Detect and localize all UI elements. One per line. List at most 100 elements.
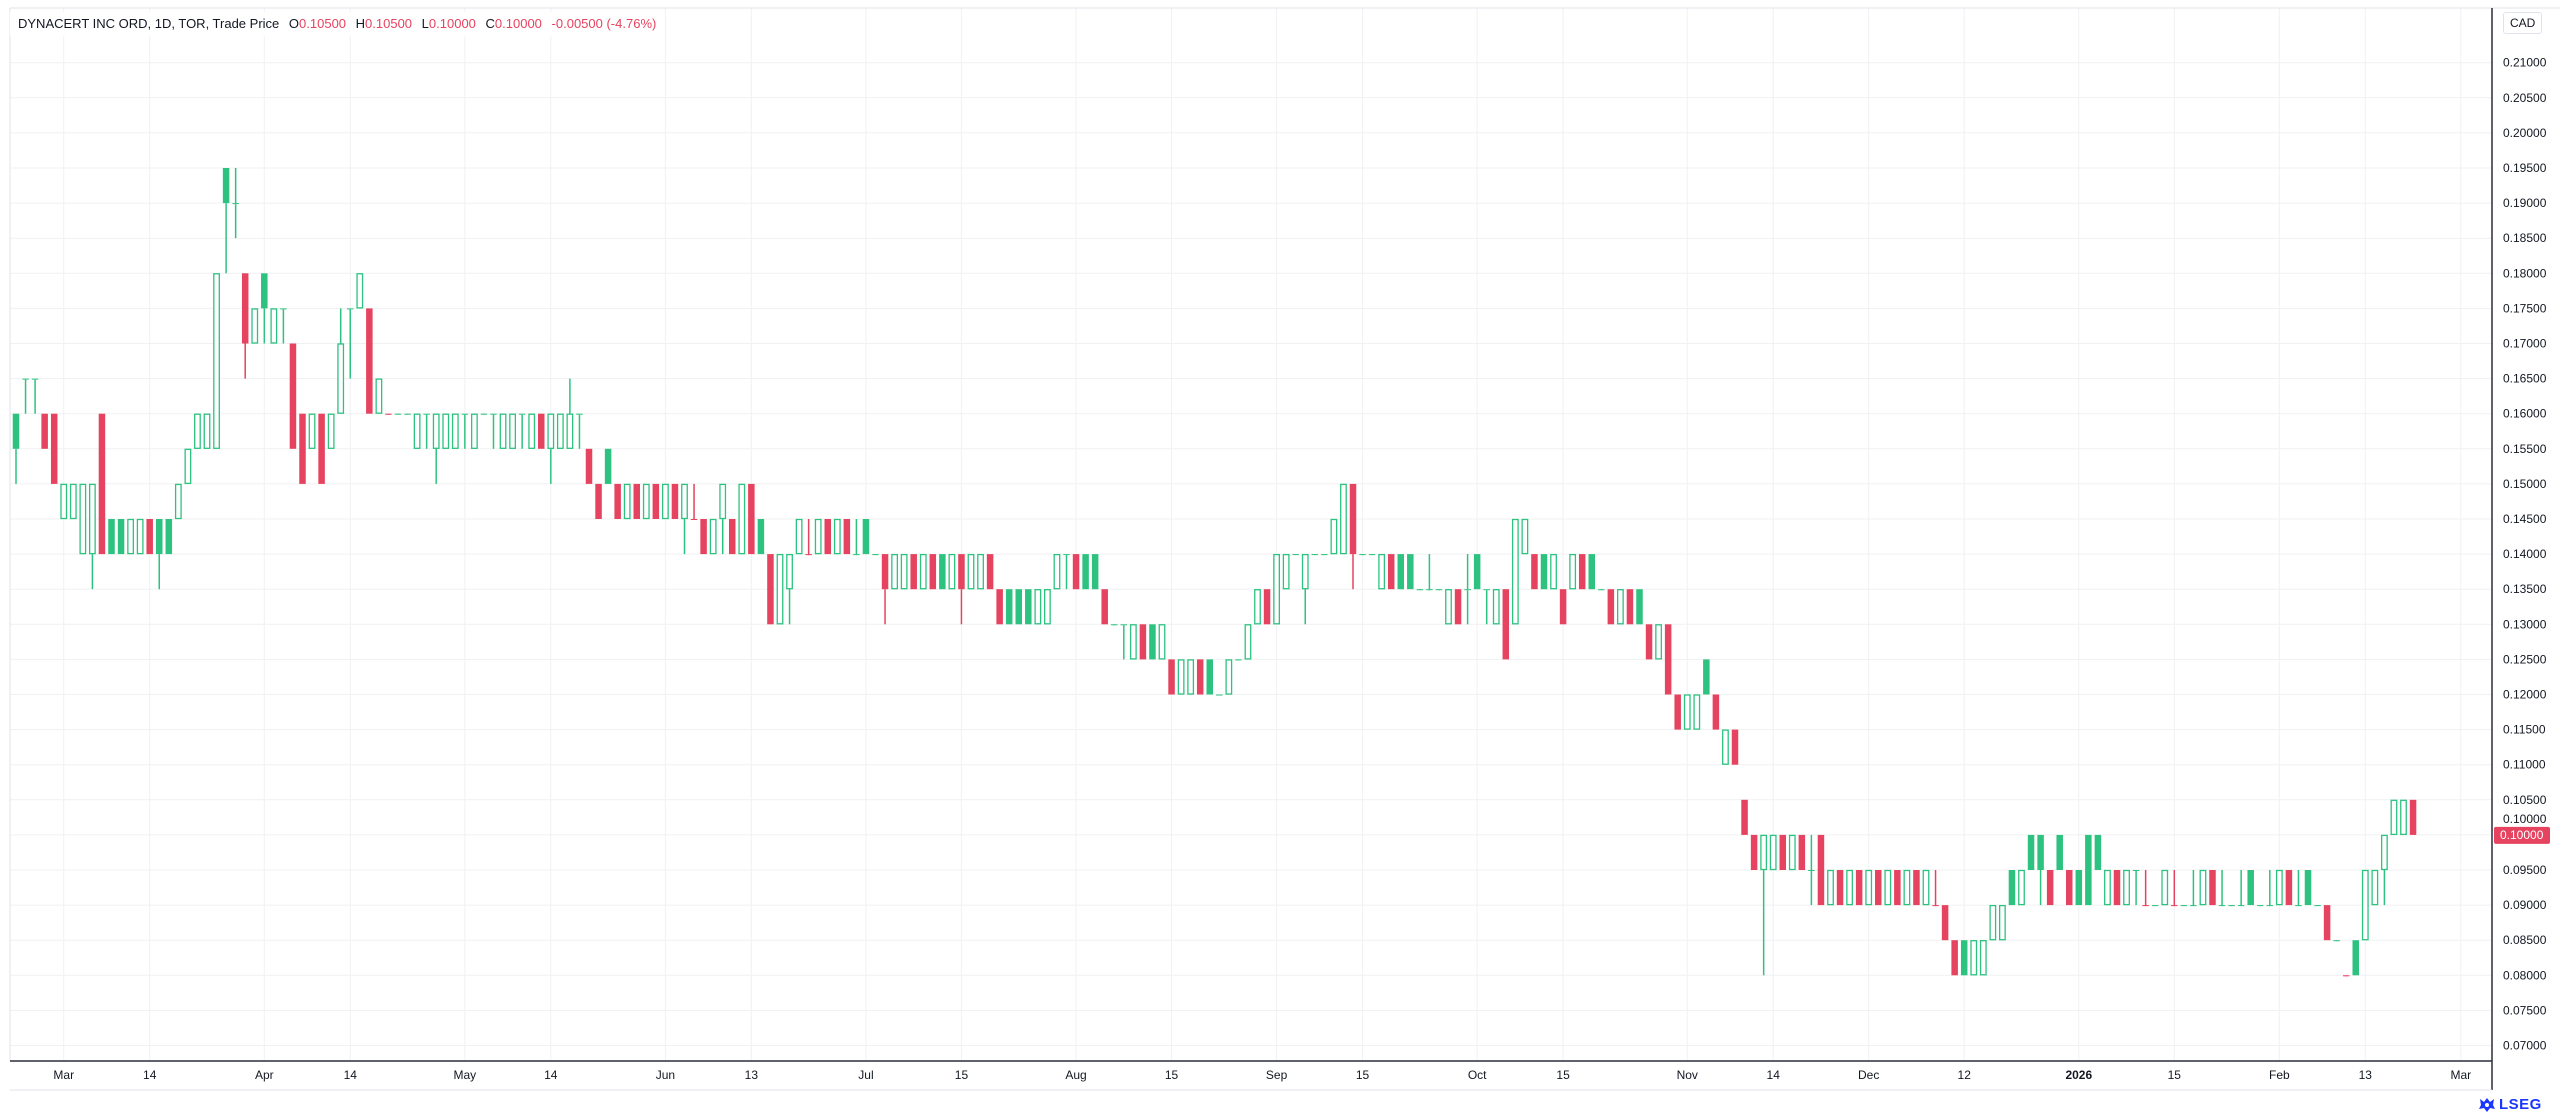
price-tick-label: 0.15500 (2503, 442, 2547, 456)
candle-body (576, 413, 583, 415)
candle-body (1578, 554, 1586, 590)
candle (1941, 905, 1949, 941)
candle-body (299, 413, 306, 484)
lseg-logo: LSEG (2478, 1096, 2542, 1113)
candle-body (633, 483, 640, 519)
candle (509, 413, 517, 449)
candle-body (614, 483, 621, 519)
candle (1779, 834, 1786, 870)
candle (1187, 659, 1195, 695)
candle (1769, 834, 1777, 871)
candle (748, 483, 755, 555)
candle (1703, 659, 1710, 695)
candle (977, 553, 984, 590)
candle (127, 518, 134, 555)
candle-body (1645, 624, 1653, 660)
candle-body (1407, 554, 1414, 590)
candle-body (1196, 659, 1204, 695)
candles (12, 168, 2417, 977)
candle-body (1187, 659, 1195, 695)
candle (2075, 870, 2083, 906)
candle (1645, 624, 1653, 660)
candle-body (2409, 799, 2417, 835)
candle-body (337, 343, 345, 414)
candle (1273, 553, 1280, 625)
candle (1101, 589, 1108, 625)
candle-body (1598, 589, 1605, 591)
price-tick-label: 0.21000 (2503, 56, 2547, 70)
candle (1875, 870, 1882, 906)
candle-body (862, 519, 870, 555)
time-tick-label: 13 (745, 1068, 759, 1082)
candle (1454, 589, 1462, 625)
candle (996, 589, 1003, 625)
candle-body (700, 519, 707, 555)
candle-body (1979, 940, 1987, 976)
candle (2342, 975, 2350, 977)
candle-body (241, 273, 249, 344)
candle-body (184, 448, 192, 485)
candle-body (1254, 589, 1261, 625)
candle-body (1263, 589, 1271, 625)
candle (1177, 659, 1185, 695)
price-tick-label: 0.20500 (2503, 91, 2547, 105)
candle (2046, 870, 2054, 906)
candle-body (1445, 589, 1452, 625)
candle (2113, 870, 2121, 906)
candle-body (89, 483, 96, 555)
candle (1321, 554, 1328, 556)
candle-body (929, 554, 937, 590)
candle-body (2027, 834, 2035, 870)
candle (2285, 870, 2293, 906)
time-tick-label: Oct (1468, 1068, 1487, 1082)
candle-body (1273, 553, 1280, 625)
candle-body (2161, 869, 2169, 906)
candle (1884, 869, 1892, 906)
candle-body (308, 413, 316, 449)
candle (1559, 589, 1567, 625)
candle (2400, 799, 2407, 836)
candle (633, 483, 640, 519)
candle-body (1674, 694, 1681, 730)
candle-body (2285, 870, 2293, 906)
candle (1025, 589, 1032, 625)
candle (366, 308, 373, 414)
time-tick-label: Jul (858, 1068, 873, 1082)
candle-body (2295, 905, 2302, 907)
candle (1282, 553, 1290, 590)
price-tick-label: 0.08500 (2503, 933, 2547, 947)
candle-body (1511, 518, 1519, 625)
candle (900, 553, 908, 590)
candle (2390, 799, 2398, 836)
candle (1531, 554, 1538, 590)
candle-body (60, 483, 68, 520)
candle (662, 483, 669, 520)
candle (833, 518, 841, 555)
candle (1473, 554, 1481, 590)
candle (729, 519, 736, 555)
candle-body (394, 413, 402, 415)
candle-body (1531, 554, 1538, 590)
candle (2008, 870, 2016, 906)
candle-body (1225, 659, 1233, 695)
candle (538, 413, 545, 449)
candle-body (1378, 553, 1386, 590)
candle-body (1082, 554, 1089, 590)
candle-body (814, 518, 822, 555)
candle (1636, 589, 1643, 625)
candle (41, 413, 48, 449)
candle-body (2228, 905, 2235, 907)
candle (642, 483, 650, 520)
candle-body (2037, 834, 2044, 870)
currency-button[interactable]: CAD (2503, 12, 2543, 34)
candle-body (1321, 554, 1328, 556)
lseg-logo-icon (2479, 1097, 2495, 1112)
price-tick-label: 0.20000 (2503, 126, 2547, 140)
candle-body (1034, 589, 1042, 625)
candle (299, 413, 306, 484)
candle-body (652, 483, 660, 519)
candle (910, 554, 917, 590)
candle (203, 413, 211, 449)
candle (2056, 834, 2063, 870)
